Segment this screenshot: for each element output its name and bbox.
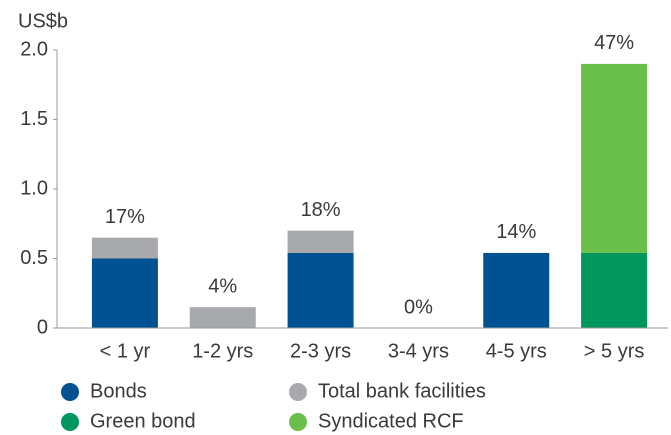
total-label: 0%: [404, 296, 433, 318]
bar-segment: [483, 252, 550, 328]
legend-swatch: [289, 413, 307, 431]
x-tick-label: 3-4 yrs: [388, 340, 449, 362]
legend-label: Green bond: [90, 410, 196, 432]
total-label: 4%: [208, 275, 237, 297]
y-axis-label: US$b: [18, 10, 68, 32]
x-tick-label: 4-5 yrs: [486, 340, 547, 362]
legend-swatch: [61, 413, 79, 431]
x-tick-label: < 1 yr: [100, 340, 151, 362]
x-tick-label: 1-2 yrs: [192, 340, 253, 362]
x-tick-label: 2-3 yrs: [290, 340, 351, 362]
total-label: 18%: [301, 199, 341, 221]
total-label: 47%: [594, 32, 634, 54]
legend-label: Total bank facilities: [318, 380, 486, 402]
bar-segment: [189, 307, 256, 328]
total-label: 17%: [105, 206, 145, 228]
bar-segment: [581, 63, 648, 253]
y-tick-label: 0.5: [20, 247, 48, 269]
y-tick-label: 1.0: [20, 177, 48, 199]
total-label: 14%: [496, 221, 536, 243]
legend-swatch: [289, 383, 307, 401]
legend-label: Bonds: [90, 380, 147, 402]
bar-segment: [91, 237, 158, 259]
x-tick-label: > 5 yrs: [584, 340, 645, 362]
bar-segment: [287, 230, 354, 253]
y-tick-label: 1.5: [20, 108, 48, 130]
bar-segment: [91, 258, 158, 328]
legend-label: Syndicated RCF: [318, 410, 464, 432]
legend-swatch: [61, 383, 79, 401]
bar-segment: [287, 252, 354, 328]
y-tick-label: 0: [37, 316, 48, 338]
y-tick-label: 2.0: [20, 38, 48, 60]
bar-segment: [581, 252, 648, 328]
